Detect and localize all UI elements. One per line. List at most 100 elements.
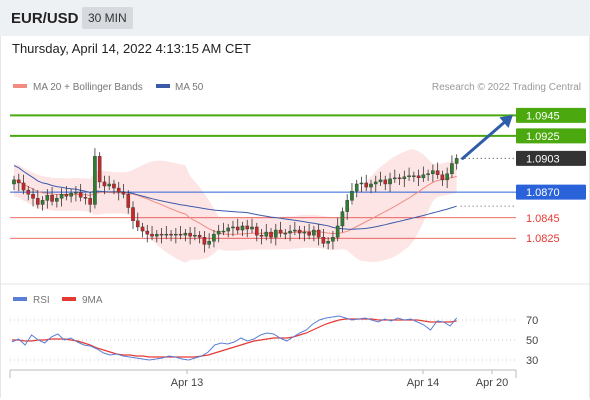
candle-body	[388, 178, 392, 185]
candle-body	[174, 233, 178, 236]
candle-body	[302, 231, 307, 234]
rsi-ma-line	[12, 318, 457, 358]
candle-body	[274, 229, 278, 238]
bollinger-band	[14, 149, 457, 263]
candle-body	[254, 226, 259, 236]
candle-body	[450, 163, 454, 174]
candle-body	[88, 198, 92, 205]
candle-body	[245, 225, 250, 230]
candle-body	[45, 195, 50, 201]
candle-body	[145, 230, 150, 235]
candle-body	[140, 226, 145, 232]
candle-body	[445, 173, 449, 181]
candle-body	[307, 231, 311, 236]
rsi-legend: RSI 9MA	[13, 295, 103, 306]
candle-body	[154, 233, 159, 237]
candle-body	[326, 241, 330, 244]
candle-body	[259, 234, 264, 237]
candle-body	[97, 156, 102, 183]
rsi-ma-legend-label: 9MA	[82, 295, 103, 306]
candle-body	[221, 230, 226, 233]
candle-body	[240, 225, 245, 231]
timestamp: Thursday, April 14, 2022 4:13:15 AM CET	[12, 41, 251, 56]
candle-body	[407, 175, 411, 178]
candle-body	[345, 200, 350, 212]
candle-body	[21, 182, 26, 191]
candle-body	[364, 182, 369, 188]
candle-body	[193, 234, 197, 237]
candle-body	[135, 220, 140, 228]
candle-body	[126, 194, 131, 208]
candle-body	[212, 233, 216, 242]
candle-body	[216, 230, 221, 235]
candle-body	[369, 183, 373, 188]
candle-body	[288, 230, 292, 234]
candle-body	[93, 156, 97, 205]
rsi-tick-label: 30	[526, 355, 538, 367]
candle-body	[359, 182, 364, 185]
ma50-legend-swatch	[156, 84, 170, 88]
rsi-legend-swatch	[13, 297, 27, 301]
candle-body	[440, 174, 445, 181]
currency-pair-title: EUR/USD	[11, 10, 79, 27]
price-level-label-box	[516, 150, 586, 166]
ma20-legend-label: MA 20 + Bollinger Bands	[33, 82, 143, 93]
x-tick-label: Apr 13	[171, 377, 203, 389]
x-axis: Apr 13 Apr 14 Apr 20	[9, 369, 517, 389]
candle-body	[393, 177, 397, 180]
candle-body	[278, 229, 283, 234]
candle-body	[59, 194, 64, 199]
frame-border-left	[0, 36, 1, 398]
candle-body	[31, 194, 35, 199]
price-level-label: 1.0845	[526, 213, 560, 225]
candle-body	[197, 234, 202, 238]
candle-body	[40, 200, 45, 205]
price-level-label-box	[516, 107, 586, 123]
price-level-label: 1.0870	[526, 187, 560, 199]
candle-body	[293, 229, 297, 232]
timeframe-button[interactable]: 30 MIN	[82, 7, 133, 29]
candle-body	[74, 191, 78, 194]
candle-body	[116, 187, 121, 193]
candle-body	[335, 225, 340, 238]
candle-body	[454, 158, 459, 164]
candle-body	[159, 233, 164, 236]
rsi-panel: 30 50 70	[10, 315, 538, 367]
candle-body	[183, 232, 188, 236]
candle-body	[431, 170, 435, 174]
candle-body	[297, 229, 302, 234]
candle-body	[226, 227, 231, 232]
ma20-legend-swatch	[13, 84, 27, 88]
moving-averages	[13, 165, 457, 235]
candle-body	[102, 181, 107, 187]
candle-body	[283, 232, 288, 235]
forecast-arrow	[460, 114, 516, 207]
rsi-tick-label: 70	[526, 315, 538, 327]
candle-body	[26, 189, 31, 195]
candle-body	[383, 179, 388, 185]
candle-body	[354, 183, 359, 192]
candle-body	[397, 177, 402, 180]
candle-body	[269, 231, 273, 238]
candle-body	[316, 229, 321, 238]
bollinger-band-area	[14, 149, 457, 263]
rsi-legend-label: RSI	[33, 295, 50, 306]
candle-body	[164, 233, 169, 236]
candlesticks	[12, 148, 459, 253]
price-level-label: 1.0945	[526, 110, 560, 122]
candle-body	[416, 175, 421, 179]
price-level-label-box	[516, 128, 586, 144]
ma50-legend-label: MA 50	[175, 82, 204, 93]
chart-header: EUR/USD 30 MIN	[0, 0, 590, 36]
x-tick-label: Apr 14	[407, 377, 439, 389]
candle-body	[402, 176, 407, 180]
credit-label: Research © 2022 Trading Central	[432, 82, 581, 93]
candle-body	[250, 226, 254, 230]
candle-body	[150, 233, 154, 237]
candle-body	[202, 236, 207, 245]
candle-body	[350, 190, 354, 201]
candle-body	[264, 231, 269, 237]
candle-body	[331, 236, 335, 242]
candle-body	[64, 194, 69, 197]
forecast-arrow-shaft	[461, 115, 512, 160]
